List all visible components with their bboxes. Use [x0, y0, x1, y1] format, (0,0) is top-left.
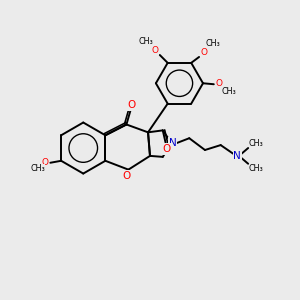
Text: CH₃: CH₃ — [249, 139, 263, 148]
Text: O: O — [42, 158, 49, 167]
Text: O: O — [200, 48, 208, 57]
Text: O: O — [215, 79, 222, 88]
Text: O: O — [152, 46, 158, 55]
Text: CH₃: CH₃ — [139, 37, 153, 46]
Text: CH₃: CH₃ — [221, 87, 236, 96]
Text: CH₃: CH₃ — [30, 164, 45, 173]
Text: CH₃: CH₃ — [249, 164, 263, 173]
Text: N: N — [233, 151, 241, 161]
Text: CH₃: CH₃ — [206, 39, 220, 48]
Text: O: O — [127, 100, 136, 110]
Text: O: O — [122, 170, 130, 181]
Text: N: N — [169, 138, 176, 148]
Text: O: O — [163, 144, 171, 154]
